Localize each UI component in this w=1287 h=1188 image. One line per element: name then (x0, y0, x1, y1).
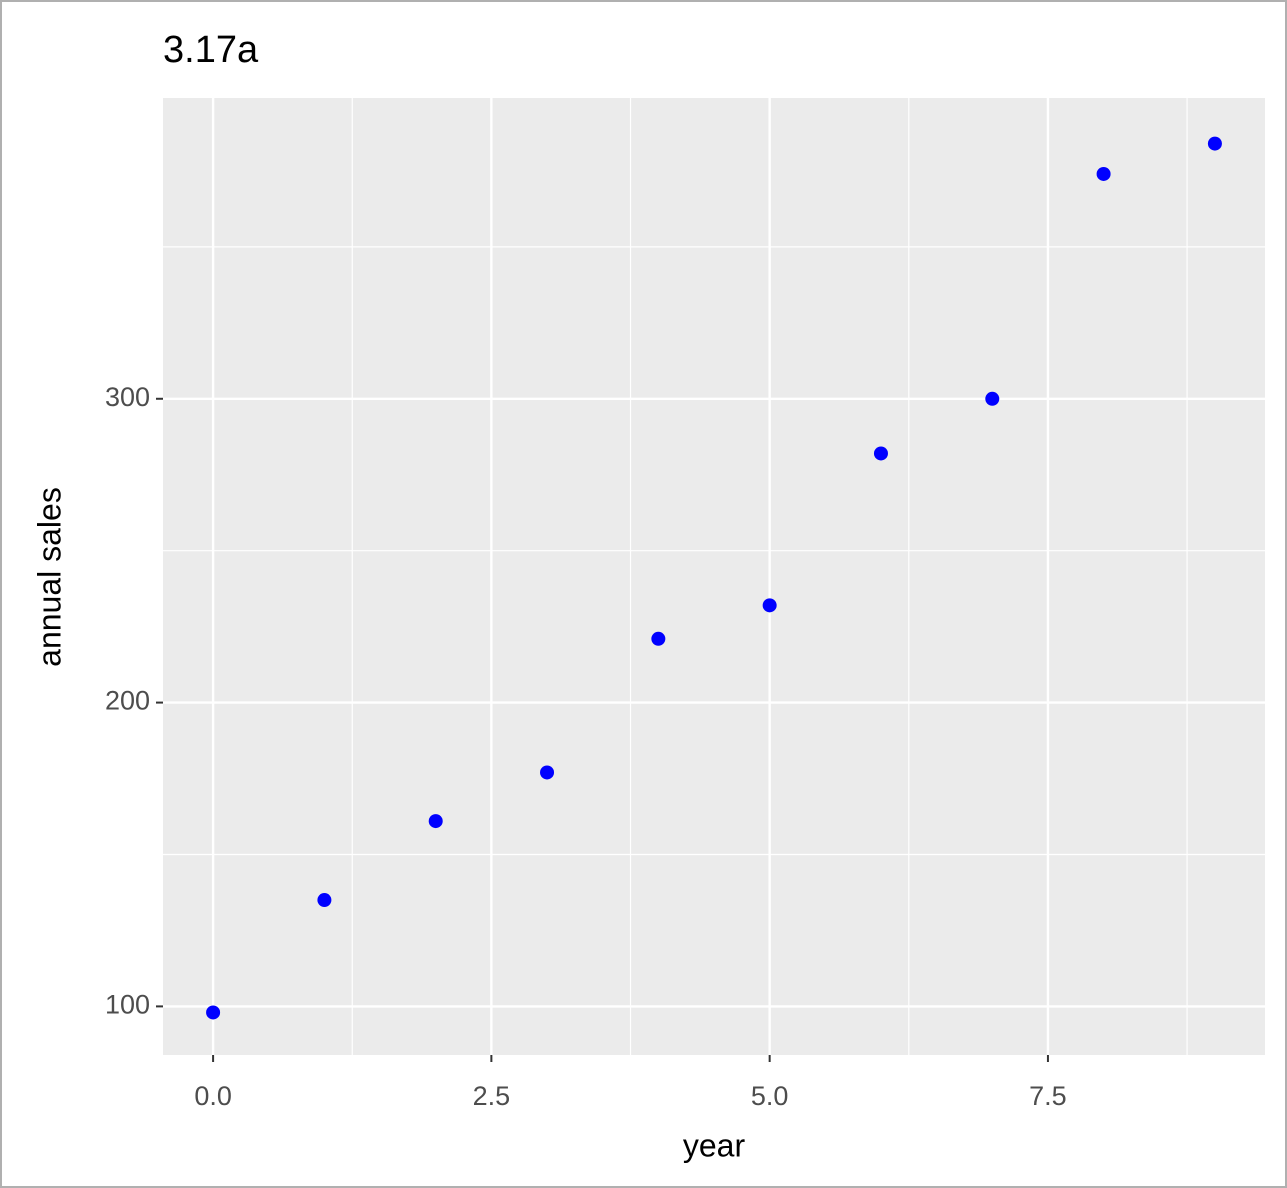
chart-title: 3.17a (163, 29, 259, 71)
x-tick-label: 5.0 (751, 1081, 789, 1111)
point (762, 598, 777, 613)
point (651, 631, 666, 646)
y-tick-label: 300 (105, 382, 150, 412)
y-tick-label: 200 (105, 686, 150, 716)
point (540, 765, 555, 780)
point (428, 814, 443, 829)
x-tick-label: 7.5 (1029, 1081, 1067, 1111)
plot-panel (163, 98, 1265, 1055)
point (873, 446, 888, 461)
point (317, 893, 332, 908)
x-axis-title: year (683, 1127, 746, 1163)
x-tick-label: 2.5 (473, 1081, 511, 1111)
point (206, 1005, 221, 1020)
y-tick-label: 100 (105, 990, 150, 1020)
y-axis-title: annual sales (31, 487, 67, 667)
point (1207, 136, 1222, 151)
x-tick-label: 0.0 (194, 1081, 232, 1111)
point (1096, 166, 1111, 181)
point (985, 391, 1000, 406)
